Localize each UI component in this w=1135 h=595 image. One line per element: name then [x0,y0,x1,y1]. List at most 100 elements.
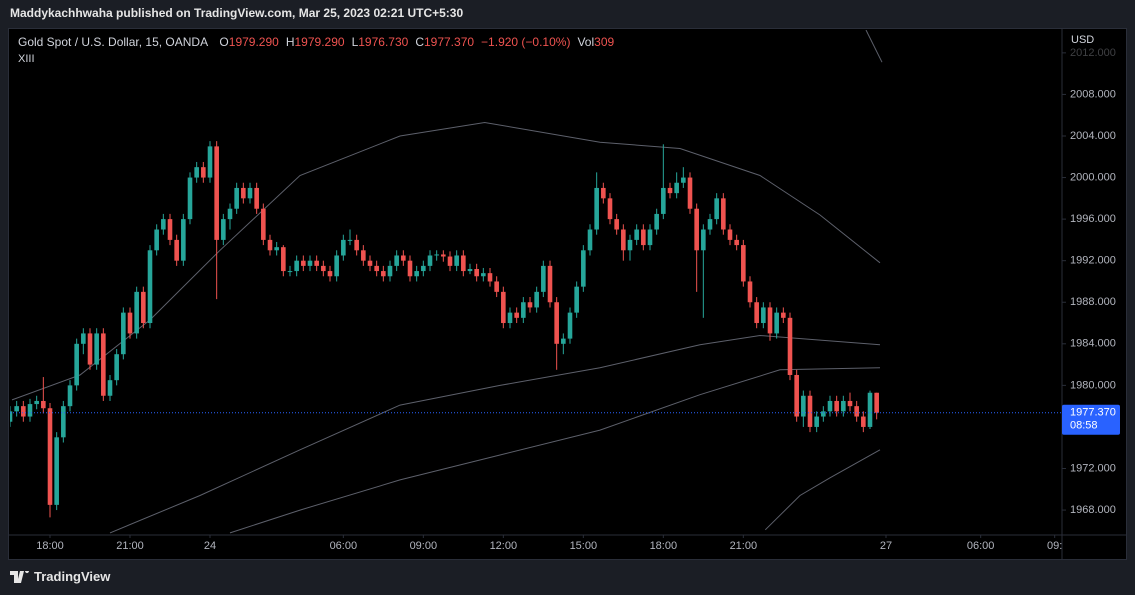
candle-body [334,255,339,277]
candle-body [234,187,239,209]
plot [10,30,1062,534]
candle-body [614,219,619,230]
candle-body [421,265,426,272]
candle-body [434,254,439,256]
y-tick-label: 1980.000 [1070,379,1116,391]
legend-key: O [219,35,229,49]
last-price-box [1062,404,1120,435]
candle-body [594,187,599,230]
candle-body [381,271,386,277]
candle-body [734,239,739,246]
x-tick-label: 18:00 [650,540,678,552]
x-tick-label: 18:00 [36,540,64,552]
legend: Gold Spot / U.S. Dollar, 15, OANDA O1979… [18,35,621,49]
x-tick-label: 09: [1047,540,1062,552]
legend-key: H [285,35,295,49]
candle-body [641,229,646,246]
candle-body [494,281,499,292]
candle-body [361,250,366,261]
candle-body [247,187,253,199]
candle-body [174,239,179,261]
candle-body [621,229,626,251]
legend-key: Vol [577,35,595,49]
candle-body [807,395,813,427]
candle-body [87,333,93,365]
currency: USD [1071,34,1095,46]
candle-body [367,260,373,266]
candle-body [121,312,126,355]
candle-body [547,265,553,303]
candle-body [374,265,379,272]
symbol: Gold Spot / U.S. Dollar, 15, OANDA [18,35,209,49]
x-tick-label: 06:00 [967,540,995,552]
candle-body [214,146,219,240]
candle-body [787,317,793,375]
candle-body [661,187,666,214]
candle-body [447,256,453,266]
candle-body [561,338,566,344]
candle-body [874,392,879,413]
candle-body [207,146,213,178]
indicator: XIII [18,53,35,65]
candle-body [47,408,53,505]
x-tick-label: 06:00 [330,540,358,552]
candle-body [61,406,66,438]
candle-body [67,385,73,407]
axes: 1968.0001972.0001976.0001980.0001984.000… [36,47,1120,552]
candle-body [181,219,186,261]
candle-body [187,177,193,220]
candle-body [821,411,826,417]
candle-body [241,187,246,199]
candle-body [741,245,746,282]
candle-body [781,312,786,318]
candle-body [101,333,106,396]
candle-body [74,343,79,386]
candle-body [307,260,313,266]
band-line [229,367,881,534]
y-tick-label: 2008.000 [1070,88,1116,100]
y-tick-label: 1992.000 [1070,255,1116,267]
candle-body [527,302,533,308]
candle-body [607,198,613,220]
candle-body [414,271,419,277]
candle-body [34,400,39,405]
candle-body [354,239,359,251]
candle-body [301,260,306,266]
candle-body [167,219,173,240]
y-tick-label: 1996.000 [1070,213,1116,225]
candle-body [747,281,753,303]
candle-body [701,229,706,251]
candle-body [254,187,259,209]
candle-body [407,260,413,277]
candle-body [107,380,113,396]
candle-body [141,291,146,324]
band-line [109,334,881,534]
candle-body [541,265,546,292]
band-line [865,30,883,63]
candle-body [147,250,153,324]
candle-body [401,255,406,261]
x-tick-label: 24 [204,540,216,552]
brand-logo [10,570,29,583]
candle-body [694,208,699,251]
candle-body [801,395,806,417]
y-tick-label: 2000.000 [1070,171,1116,183]
candle-body [14,406,19,412]
candle-body [281,247,286,272]
legend-value: 1976.730 [358,35,409,49]
candle-body [81,333,86,344]
candle-body [581,250,586,287]
candle-body [507,312,513,324]
legend-value: 309 [594,35,615,49]
legend-value: 1979.290 [228,35,279,49]
candle-body [654,213,659,230]
candle-body [754,302,759,324]
candle-body [634,229,639,240]
y-tick-label: 1972.000 [1070,462,1116,474]
candle-body [394,255,399,266]
candle-body [681,177,686,183]
y-tick-label: 1984.000 [1070,338,1116,350]
candle-body [854,406,859,417]
candle-body [27,404,33,417]
candle-body [554,302,559,344]
